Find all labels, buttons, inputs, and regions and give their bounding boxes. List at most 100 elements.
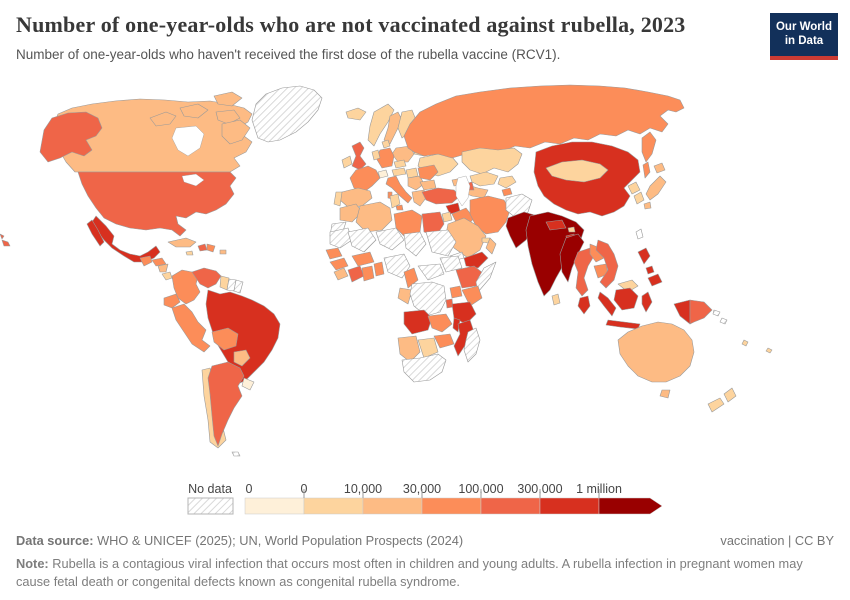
owid-logo[interactable]: Our World in Data <box>770 13 838 60</box>
country-nicaragua[interactable] <box>157 263 169 273</box>
country-solomon_islands[interactable] <box>712 309 721 317</box>
country-congo[interactable] <box>397 287 413 305</box>
legend-segment-4[interactable] <box>480 497 541 515</box>
country-bolivia[interactable] <box>211 327 239 351</box>
country-kazakhstan[interactable] <box>461 147 523 175</box>
country-papua_new_guinea[interactable] <box>689 299 713 325</box>
country-puerto_rico[interactable] <box>219 249 227 255</box>
country-bhutan[interactable] <box>567 226 576 233</box>
country-south_africa[interactable] <box>401 353 447 383</box>
country-norway[interactable] <box>367 103 395 147</box>
country-falkland_islands[interactable] <box>231 451 241 457</box>
country-dominican_republic[interactable] <box>206 243 216 253</box>
country-new_zealand[interactable] <box>707 397 725 413</box>
legend-segment-3[interactable] <box>421 497 482 515</box>
country-kenya[interactable] <box>461 285 483 307</box>
country-canada[interactable] <box>179 103 209 119</box>
country-philippines[interactable] <box>647 273 663 287</box>
country-uruguay[interactable] <box>241 377 255 391</box>
legend-segment-0[interactable] <box>244 497 305 515</box>
country-japan[interactable] <box>643 201 652 210</box>
country-usa[interactable] <box>77 171 237 237</box>
country-canada[interactable] <box>149 111 177 127</box>
country-madagascar[interactable] <box>463 327 481 363</box>
country-austria[interactable] <box>391 167 407 177</box>
country-malaysia[interactable] <box>577 295 591 315</box>
country-australia[interactable] <box>617 321 695 383</box>
country-uae[interactable] <box>481 237 491 244</box>
country-haiti[interactable] <box>197 243 208 252</box>
country-italy[interactable] <box>385 175 413 204</box>
country-spain[interactable] <box>339 187 373 208</box>
country-afghanistan[interactable] <box>505 193 533 219</box>
country-canada[interactable] <box>215 109 241 125</box>
country-japan[interactable] <box>645 175 667 201</box>
country-bulgaria[interactable] <box>419 179 437 191</box>
legend-segment-6[interactable] <box>598 497 663 515</box>
country-tunisia[interactable] <box>389 193 401 209</box>
country-czechia[interactable] <box>393 159 407 169</box>
country-turkey[interactable] <box>421 187 461 205</box>
country-russia[interactable] <box>641 131 657 163</box>
country-tanzania[interactable] <box>451 301 477 325</box>
country-sri_lanka[interactable] <box>551 293 561 306</box>
country-denmark[interactable] <box>381 139 391 149</box>
country-rwanda[interactable] <box>445 298 454 309</box>
country-burkina_faso[interactable] <box>351 251 375 267</box>
country-australia[interactable] <box>659 389 671 399</box>
country-angola[interactable] <box>403 309 433 335</box>
country-niger[interactable] <box>375 227 405 251</box>
country-japan[interactable] <box>653 162 666 174</box>
country-solomon_islands[interactable] <box>719 317 728 325</box>
country-senegal[interactable] <box>325 247 343 260</box>
country-algeria[interactable] <box>355 201 393 233</box>
country-canada[interactable] <box>221 119 251 145</box>
legend-segment-5[interactable] <box>539 497 600 515</box>
legend-segment-1[interactable] <box>303 497 364 515</box>
legend-no-data-swatch[interactable] <box>187 497 234 515</box>
country-paraguay[interactable] <box>233 349 251 367</box>
country-kyrgyzstan[interactable] <box>497 175 517 189</box>
country-mauritania[interactable] <box>329 227 353 249</box>
country-cameroon[interactable] <box>403 267 419 289</box>
country-ireland[interactable] <box>341 155 353 169</box>
country-tajikistan[interactable] <box>501 187 513 197</box>
country-costa_rica[interactable] <box>161 271 173 281</box>
country-zimbabwe[interactable] <box>433 333 455 349</box>
country-ghana[interactable] <box>361 265 375 282</box>
country-benelux[interactable] <box>371 149 381 161</box>
country-ivory_coast[interactable] <box>347 265 365 283</box>
country-fiji[interactable] <box>741 339 749 347</box>
country-iceland[interactable] <box>345 107 367 121</box>
country-taiwan[interactable] <box>635 228 644 240</box>
country-chad[interactable] <box>403 231 427 257</box>
data-source-text[interactable]: WHO & UNICEF (2025); UN, World Populatio… <box>93 533 464 548</box>
country-ecuador[interactable] <box>163 293 181 309</box>
country-vanuatu[interactable] <box>765 347 773 354</box>
country-indonesia[interactable] <box>597 291 617 317</box>
country-united_kingdom[interactable] <box>351 141 367 171</box>
country-balkans[interactable] <box>407 175 425 191</box>
country-indonesia[interactable] <box>605 319 641 330</box>
country-somalia[interactable] <box>475 261 497 293</box>
country-sudan[interactable] <box>425 229 457 257</box>
country-sierra_leone[interactable] <box>333 267 349 281</box>
country-greenland[interactable] <box>251 85 323 143</box>
country-canada[interactable] <box>213 91 243 107</box>
country-benin[interactable] <box>373 261 385 277</box>
country-uganda[interactable] <box>449 285 463 299</box>
country-jamaica[interactable] <box>185 250 194 256</box>
country-guatemala[interactable] <box>139 255 153 267</box>
country-philippines[interactable] <box>645 265 655 275</box>
country-honduras[interactable] <box>151 257 167 267</box>
country-italy[interactable] <box>395 204 404 211</box>
legend-segment-2[interactable] <box>362 497 423 515</box>
country-usa[interactable] <box>0 233 5 240</box>
country-vietnam[interactable] <box>595 239 619 289</box>
country-india[interactable] <box>525 211 585 297</box>
country-peru[interactable] <box>171 303 211 353</box>
country-central_african_republic[interactable] <box>417 263 445 281</box>
country-switzerland[interactable] <box>377 169 389 179</box>
country-new_zealand[interactable] <box>723 387 737 403</box>
country-myanmar[interactable] <box>559 233 585 283</box>
